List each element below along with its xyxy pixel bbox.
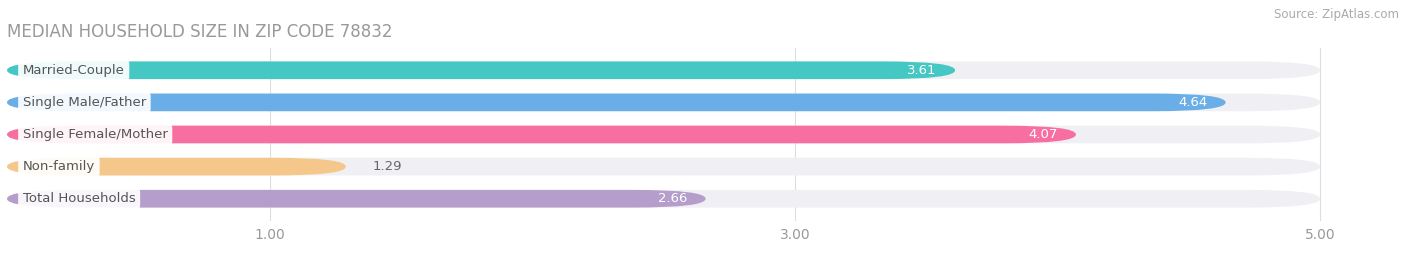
Text: 4.07: 4.07 xyxy=(1028,128,1057,141)
Text: Married-Couple: Married-Couple xyxy=(22,64,125,77)
Text: 2.66: 2.66 xyxy=(658,192,688,205)
FancyBboxPatch shape xyxy=(7,61,1320,79)
Text: 1.29: 1.29 xyxy=(373,160,402,173)
Text: Non-family: Non-family xyxy=(22,160,96,173)
FancyBboxPatch shape xyxy=(7,158,346,175)
FancyBboxPatch shape xyxy=(7,126,1076,143)
Text: 4.64: 4.64 xyxy=(1178,96,1208,109)
FancyBboxPatch shape xyxy=(7,126,1320,143)
Text: Single Female/Mother: Single Female/Mother xyxy=(22,128,167,141)
Text: Source: ZipAtlas.com: Source: ZipAtlas.com xyxy=(1274,8,1399,21)
FancyBboxPatch shape xyxy=(7,61,955,79)
FancyBboxPatch shape xyxy=(7,94,1320,111)
FancyBboxPatch shape xyxy=(7,158,1320,175)
Text: Single Male/Father: Single Male/Father xyxy=(22,96,146,109)
FancyBboxPatch shape xyxy=(7,94,1226,111)
FancyBboxPatch shape xyxy=(7,190,706,208)
FancyBboxPatch shape xyxy=(7,190,1320,208)
Text: MEDIAN HOUSEHOLD SIZE IN ZIP CODE 78832: MEDIAN HOUSEHOLD SIZE IN ZIP CODE 78832 xyxy=(7,23,392,41)
Text: Total Households: Total Households xyxy=(22,192,135,205)
Text: 3.61: 3.61 xyxy=(907,64,936,77)
